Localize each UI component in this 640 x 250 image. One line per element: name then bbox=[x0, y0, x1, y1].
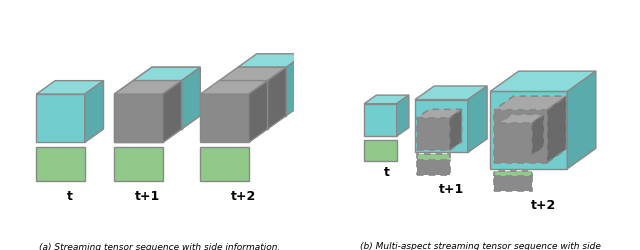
Polygon shape bbox=[238, 67, 286, 116]
Polygon shape bbox=[200, 81, 268, 94]
Text: t+1: t+1 bbox=[135, 190, 161, 202]
Polygon shape bbox=[286, 54, 305, 116]
Polygon shape bbox=[36, 146, 84, 182]
Polygon shape bbox=[36, 94, 84, 142]
Polygon shape bbox=[238, 54, 305, 67]
Polygon shape bbox=[133, 81, 182, 129]
Polygon shape bbox=[249, 81, 268, 142]
Polygon shape bbox=[115, 94, 163, 142]
Polygon shape bbox=[494, 96, 566, 110]
Polygon shape bbox=[36, 81, 104, 94]
Polygon shape bbox=[547, 96, 566, 162]
Polygon shape bbox=[219, 67, 286, 81]
Polygon shape bbox=[499, 123, 532, 156]
Text: (a) Streaming tensor sequence with side information.: (a) Streaming tensor sequence with side … bbox=[39, 243, 281, 250]
Polygon shape bbox=[415, 100, 468, 152]
Polygon shape bbox=[268, 67, 286, 129]
Text: t+2: t+2 bbox=[230, 190, 256, 202]
Polygon shape bbox=[532, 114, 544, 156]
Polygon shape bbox=[182, 67, 200, 129]
Polygon shape bbox=[115, 146, 163, 182]
Polygon shape bbox=[200, 146, 249, 182]
Polygon shape bbox=[163, 81, 182, 142]
Polygon shape bbox=[115, 94, 163, 142]
Polygon shape bbox=[364, 104, 397, 136]
Polygon shape bbox=[490, 92, 568, 169]
Polygon shape bbox=[182, 67, 200, 129]
Polygon shape bbox=[499, 114, 544, 123]
Polygon shape bbox=[364, 140, 397, 160]
Polygon shape bbox=[490, 71, 596, 92]
Polygon shape bbox=[449, 109, 461, 150]
Polygon shape bbox=[133, 67, 200, 81]
Polygon shape bbox=[163, 81, 182, 142]
Polygon shape bbox=[494, 110, 547, 162]
Text: t: t bbox=[383, 166, 390, 179]
Text: t+2: t+2 bbox=[531, 199, 556, 212]
Polygon shape bbox=[468, 86, 487, 152]
Text: t: t bbox=[67, 190, 73, 202]
Polygon shape bbox=[219, 81, 268, 129]
Polygon shape bbox=[417, 109, 461, 118]
Polygon shape bbox=[417, 118, 449, 150]
Polygon shape bbox=[417, 154, 449, 160]
Text: t+1: t+1 bbox=[438, 183, 463, 196]
Polygon shape bbox=[568, 71, 596, 169]
Polygon shape bbox=[133, 67, 200, 81]
Polygon shape bbox=[133, 81, 182, 129]
Polygon shape bbox=[397, 95, 409, 136]
Text: (b) Multi-aspect streaming tensor sequence with side
             information.: (b) Multi-aspect streaming tensor sequen… bbox=[360, 242, 600, 250]
Polygon shape bbox=[115, 81, 182, 94]
Polygon shape bbox=[415, 86, 487, 100]
Polygon shape bbox=[115, 81, 182, 94]
Polygon shape bbox=[200, 94, 249, 142]
Polygon shape bbox=[84, 81, 104, 142]
Polygon shape bbox=[494, 171, 532, 176]
Polygon shape bbox=[417, 160, 449, 175]
Polygon shape bbox=[364, 95, 409, 104]
Polygon shape bbox=[494, 176, 532, 191]
